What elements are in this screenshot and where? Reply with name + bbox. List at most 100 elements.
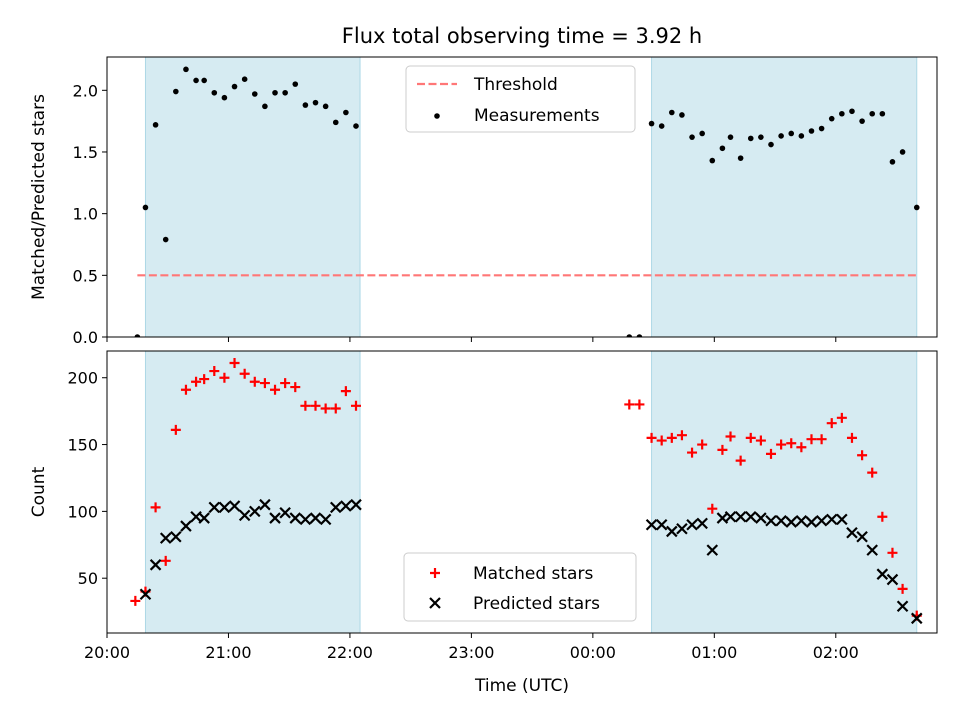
matched-stars-point bbox=[300, 400, 311, 411]
predicted-stars-point bbox=[259, 498, 271, 511]
predicted-stars-point bbox=[815, 514, 828, 527]
matched-stars-point bbox=[745, 432, 756, 443]
data-layer bbox=[134, 66, 920, 337]
matched-stars-point bbox=[836, 412, 847, 423]
predicted-stars-point bbox=[249, 505, 261, 518]
matched-stars-point bbox=[697, 439, 708, 450]
measurement-point bbox=[879, 110, 886, 117]
legend-box bbox=[405, 65, 636, 133]
chart-title: Flux total observing time = 3.92 h bbox=[342, 24, 702, 48]
predicted-stars-point bbox=[655, 518, 668, 531]
predicted-stars-point bbox=[299, 513, 312, 526]
predicted-stars-point bbox=[228, 500, 241, 512]
measurement-point bbox=[658, 123, 665, 129]
measurement-point bbox=[889, 159, 896, 165]
predicted-stars-point bbox=[876, 568, 889, 580]
matched-stars-point bbox=[340, 386, 351, 397]
measurement-point bbox=[788, 130, 795, 137]
predicted-stars-point bbox=[734, 510, 747, 523]
predicted-stars-point bbox=[744, 510, 757, 523]
y-tick-label: 100 bbox=[67, 502, 98, 521]
measurement-point bbox=[282, 89, 288, 96]
matched-stars-point bbox=[239, 368, 250, 379]
measurement-point bbox=[221, 94, 228, 101]
measurement-point bbox=[134, 334, 141, 337]
predicted-stars-point bbox=[198, 512, 210, 524]
axes-frame bbox=[106, 56, 938, 338]
predicted-stars-point bbox=[289, 512, 302, 524]
y-axis-label: Matched/Predicted stars bbox=[29, 94, 49, 300]
measurement-point bbox=[241, 76, 248, 83]
legend-predicted-swatch bbox=[429, 597, 441, 609]
y-tick-label: 1.0 bbox=[73, 205, 98, 224]
matched-stars-point bbox=[270, 384, 281, 395]
y-axis-label: Count bbox=[29, 466, 49, 517]
predicted-stars-point bbox=[149, 559, 162, 571]
predicted-stars-point bbox=[785, 516, 798, 528]
predicted-stars-point bbox=[825, 513, 838, 526]
matched-stars-point bbox=[330, 403, 341, 414]
predicted-stars-point bbox=[706, 544, 719, 556]
measurement-point bbox=[828, 115, 835, 122]
predicted-stars-point bbox=[139, 588, 152, 601]
measurement-point bbox=[648, 120, 655, 127]
predicted-stars-point bbox=[645, 518, 658, 531]
measurement-point bbox=[899, 149, 906, 155]
matched-stars-point bbox=[150, 502, 161, 513]
y-tick-label: 0.5 bbox=[73, 266, 98, 285]
measurement-point bbox=[292, 81, 299, 87]
matched-stars-point bbox=[130, 595, 141, 606]
matched-stars-point bbox=[229, 358, 240, 369]
measurement-point bbox=[231, 83, 238, 90]
measurement-point bbox=[798, 133, 805, 139]
legend: Threshold Measurements bbox=[405, 65, 636, 133]
matched-stars-point bbox=[887, 547, 898, 558]
measurement-point bbox=[679, 112, 685, 118]
observing-interval-2 bbox=[651, 351, 917, 633]
matched-stars-point bbox=[846, 432, 857, 443]
matched-stars-point bbox=[320, 403, 331, 414]
measurement-point bbox=[193, 77, 199, 84]
measurement-point bbox=[913, 204, 920, 211]
matched-stars-point bbox=[786, 438, 797, 449]
measurement-point bbox=[869, 110, 876, 117]
y-tick-label: 2.0 bbox=[73, 81, 98, 100]
measurement-point bbox=[719, 145, 726, 152]
measurement-point bbox=[699, 130, 705, 137]
x-tick-label: 23:00 bbox=[448, 643, 494, 662]
legend-predicted-label: Predicted stars bbox=[473, 594, 600, 614]
matched-stars-point bbox=[666, 432, 677, 443]
predicted-stars-point bbox=[910, 612, 923, 625]
x-tick-label: 21:00 bbox=[205, 643, 251, 662]
matched-stars-point bbox=[180, 384, 191, 395]
predicted-stars-point bbox=[666, 525, 678, 538]
measurement-point bbox=[142, 204, 149, 211]
matched-stars-point bbox=[766, 448, 776, 459]
axes-frame bbox=[106, 350, 938, 634]
measurement-point bbox=[332, 119, 339, 126]
panel-ratio: 0.0 0.5 1.0 1.5 2.0 Matched/Predicted stars Th… bbox=[29, 56, 938, 347]
data-layer bbox=[130, 358, 923, 625]
predicted-stars-point bbox=[350, 498, 362, 511]
matched-stars-point bbox=[199, 374, 210, 385]
measurement-point bbox=[689, 134, 695, 140]
predicted-stars-point bbox=[170, 530, 182, 543]
measurement-point bbox=[272, 89, 278, 96]
matched-stars-point bbox=[877, 511, 888, 522]
predicted-stars-point bbox=[329, 501, 342, 514]
legend-measurements-swatch bbox=[434, 113, 440, 119]
legend-threshold-label: Threshold bbox=[473, 75, 558, 95]
predicted-stars-point bbox=[765, 514, 777, 527]
matched-stars-point bbox=[725, 431, 736, 442]
measurement-point bbox=[737, 155, 744, 161]
measurement-point bbox=[262, 103, 268, 110]
y-tick-label: 0.0 bbox=[73, 328, 98, 347]
matched-stars-point bbox=[160, 555, 171, 566]
measurement-point bbox=[849, 108, 855, 115]
predicted-stars-point bbox=[775, 514, 787, 527]
matched-stars-point bbox=[170, 424, 181, 435]
predicted-stars-point bbox=[696, 517, 708, 530]
matched-stars-point bbox=[624, 399, 635, 410]
legend-matched-label: Matched stars bbox=[473, 564, 593, 584]
